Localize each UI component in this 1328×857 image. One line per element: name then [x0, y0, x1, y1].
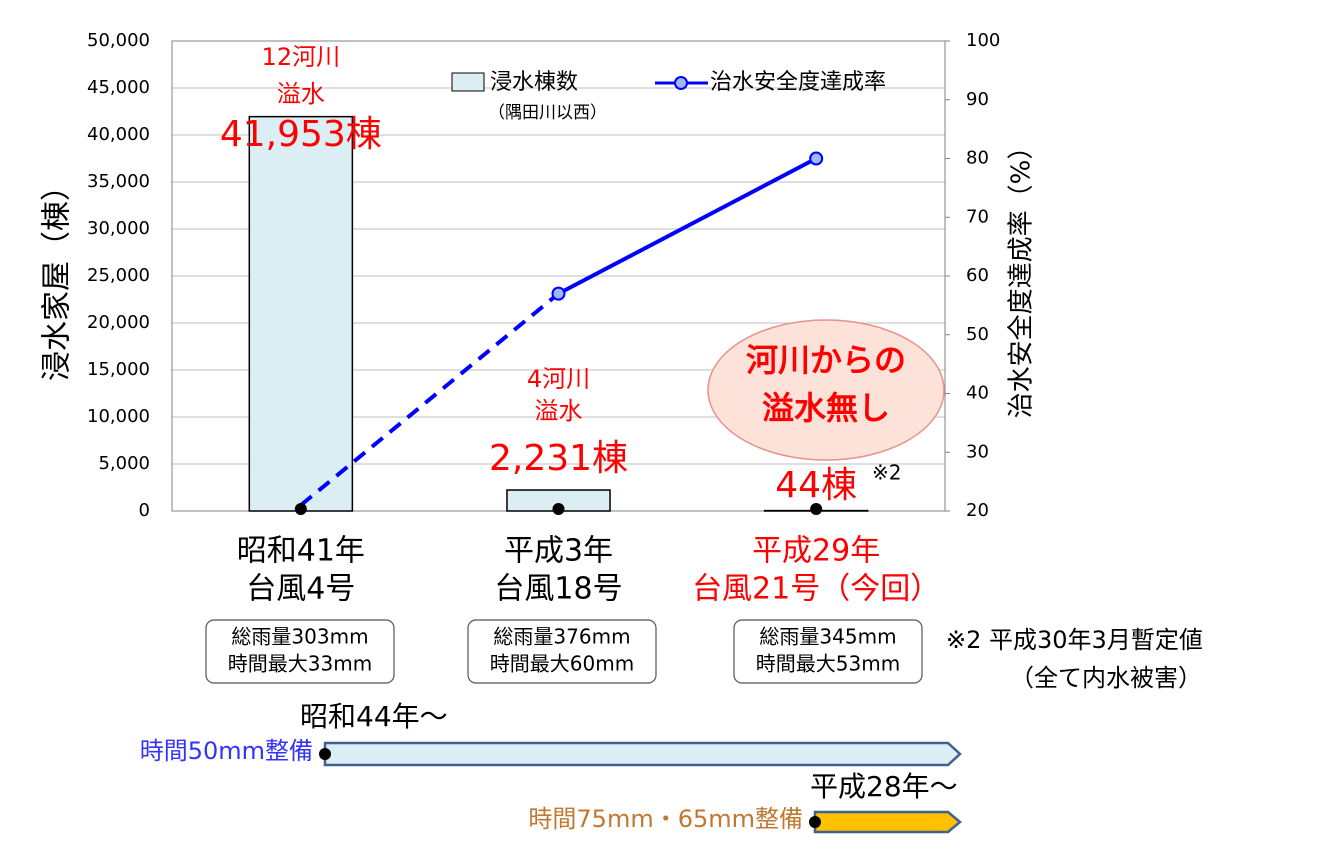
- y-tick-label: 45,000: [87, 77, 150, 98]
- line-marker: [551, 286, 566, 301]
- y-tick-label: 50,000: [87, 30, 150, 51]
- overflow-note: 河川からの: [746, 341, 906, 379]
- y-tick-label: 40,000: [87, 124, 150, 145]
- callout-ellipse: [707, 319, 945, 461]
- line-segment: [299, 292, 560, 507]
- y2-tick-label: 20: [966, 500, 989, 521]
- y-tick-label: 0: [139, 500, 150, 521]
- rainfall-text: 総雨量345mm: [759, 625, 896, 649]
- x-tick-label: 台風18号: [494, 572, 622, 607]
- value-label: 44棟: [775, 465, 857, 506]
- y-tick-label: 30,000: [87, 218, 150, 239]
- value-label: 2,231棟: [489, 438, 628, 479]
- bar: [248, 115, 354, 512]
- rainfall-text: 時間最大60mm: [490, 652, 634, 676]
- rainfall-box: [467, 619, 657, 684]
- footnote: （全て内水被害）: [1010, 664, 1202, 692]
- footnote: ※2 平成30年3月暫定値: [946, 626, 1203, 654]
- y-tick-label: 20,000: [87, 312, 150, 333]
- timeline-label: 時間75mm・65mm整備: [528, 805, 803, 833]
- timeline-start: 平成28年～: [810, 770, 958, 803]
- y-tick-label: 5,000: [98, 453, 150, 474]
- x-tick-label: 台風4号: [246, 572, 355, 607]
- timeline-arrow: [813, 810, 962, 834]
- category-dot: [294, 503, 307, 515]
- overflow-note: 溢水: [277, 80, 325, 108]
- y-axis-title: 浸水家屋（棟）: [40, 171, 75, 381]
- y2-tick-label: 30: [966, 441, 989, 462]
- legend-label: 治水安全度達成率: [710, 70, 886, 95]
- legend-note: （隅田川以西）: [488, 103, 607, 123]
- legend-marker: [674, 76, 688, 90]
- rainfall-box: [733, 619, 923, 684]
- x-tick-label: 台風21号（今回）: [692, 572, 940, 607]
- y-tick-label: 25,000: [87, 265, 150, 286]
- rainfall-text: 時間最大33mm: [228, 652, 372, 676]
- timeline-arrow: [323, 741, 962, 767]
- overflow-note: 4河川: [527, 365, 590, 393]
- rainfall-text: 総雨量303mm: [231, 625, 368, 649]
- category-dot: [552, 503, 565, 515]
- timeline-label: 時間50mm整備: [140, 737, 313, 765]
- legend-swatch: [451, 72, 485, 92]
- y-tick-label: 10,000: [87, 406, 150, 427]
- y2-tick-label: 40: [966, 383, 989, 404]
- x-tick-label: 平成29年: [752, 534, 880, 569]
- timeline-dot: [319, 748, 331, 760]
- y2-tick-label: 60: [966, 265, 989, 286]
- y2-tick-label: 80: [966, 148, 989, 169]
- timeline-start: 昭和44年～: [300, 700, 448, 733]
- timeline-dot: [809, 816, 821, 828]
- value-label-note: ※2: [872, 461, 901, 485]
- y2-axis-title: 治水安全度達成率（%）: [1007, 134, 1037, 419]
- line-segment: [557, 156, 818, 296]
- y2-tick-label: 90: [966, 89, 989, 110]
- category-dot: [810, 503, 823, 515]
- rainfall-text: 時間最大53mm: [756, 652, 900, 676]
- y-tick-label: 35,000: [87, 171, 150, 192]
- rainfall-box: [205, 619, 395, 684]
- y2-tick-label: 50: [966, 324, 989, 345]
- y2-tick-label: 70: [966, 206, 989, 227]
- y2-tick-label: 100: [966, 30, 1000, 51]
- x-tick-label: 昭和41年: [237, 534, 365, 569]
- legend-label: 浸水棟数: [490, 70, 578, 95]
- value-label: 41,953棟: [220, 114, 382, 155]
- y-tick-label: 15,000: [87, 359, 150, 380]
- overflow-note: 溢水無し: [762, 389, 890, 427]
- x-tick-label: 平成3年: [504, 534, 613, 569]
- line-marker: [809, 151, 824, 166]
- overflow-note: 12河川: [262, 43, 341, 71]
- overflow-note: 溢水: [535, 397, 583, 425]
- rainfall-text: 総雨量376mm: [493, 625, 630, 649]
